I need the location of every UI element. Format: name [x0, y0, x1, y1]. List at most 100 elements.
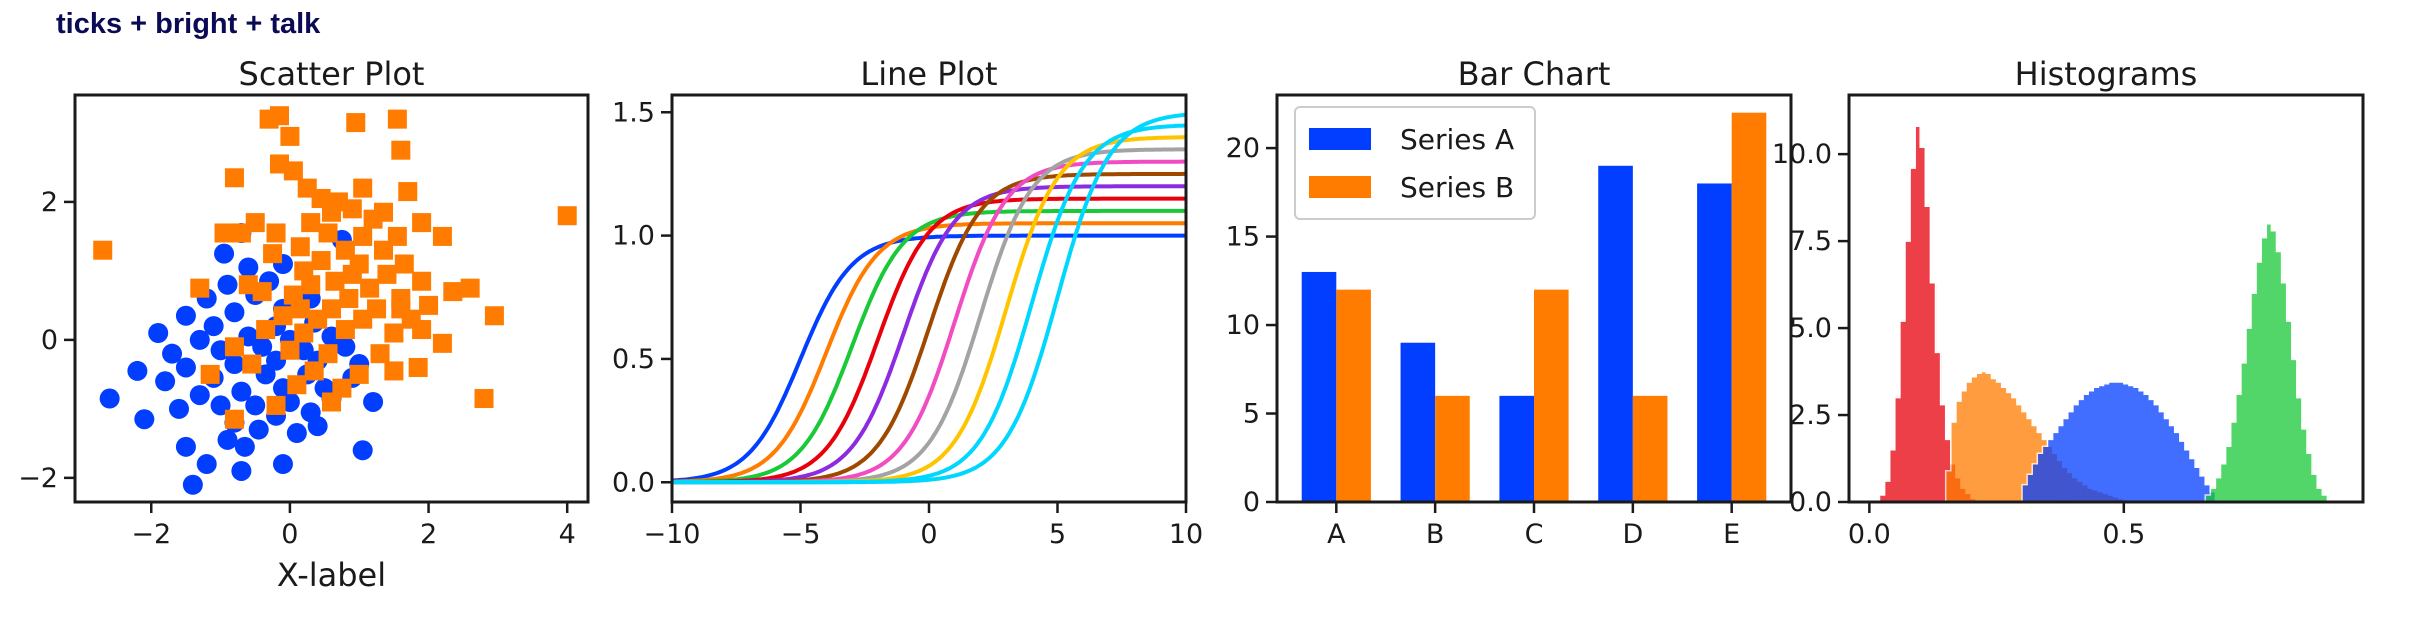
x-tick-label: 2 — [420, 519, 437, 550]
y-tick-label: 2.5 — [1789, 400, 1832, 431]
scatter-point-square — [318, 344, 338, 364]
histogram-bar — [2261, 237, 2267, 502]
x-tick-label: −2 — [131, 519, 171, 550]
scatter-point-circle — [245, 395, 266, 416]
scatter-point-circle — [175, 305, 196, 326]
scatter-point-square — [391, 140, 411, 160]
histogram-bar — [2179, 441, 2186, 502]
line-series — [672, 221, 1186, 484]
scatter-point-square — [349, 364, 369, 384]
scatter-point-square — [339, 289, 359, 308]
bar — [1301, 271, 1337, 502]
histogram-bar — [2057, 425, 2064, 502]
scatter-point-square — [200, 364, 220, 384]
histogram-bar — [2184, 449, 2191, 502]
histogram-outline — [2204, 222, 2329, 502]
y-tick-label: 10.0 — [1772, 139, 1832, 170]
histogram-bar — [2220, 463, 2227, 502]
scatter-point-square — [263, 244, 283, 264]
x-tick-label: −10 — [644, 519, 701, 550]
scatter-point-circle — [231, 381, 252, 402]
scatter-point-square — [259, 109, 279, 129]
scatter-point-square — [325, 271, 345, 291]
scatter-point-circle — [217, 274, 238, 295]
scatter-point-square — [353, 226, 373, 246]
histogram-bar — [1955, 401, 1962, 502]
scatter-point-square — [342, 199, 362, 219]
line-series — [672, 123, 1187, 485]
line-series — [672, 135, 1187, 485]
bar — [1400, 342, 1436, 502]
histogram-bar — [1960, 390, 1967, 502]
bar — [1499, 395, 1534, 502]
scatter-point-square — [280, 126, 300, 146]
scatter-panel: Scatter Plot −2 0 2 4 −2 0 2 X-label — [18, 55, 590, 594]
y-tick-label: 0.0 — [1789, 487, 1832, 518]
x-tick-label: B — [1426, 519, 1445, 550]
x-axis-label: X-label — [277, 556, 386, 594]
bar — [1598, 165, 1633, 503]
scatter-point-square — [224, 337, 244, 357]
histogram-bar — [2128, 385, 2135, 502]
scatter-point-circle — [134, 409, 155, 430]
y-tick-label: 5.0 — [1789, 313, 1832, 344]
scatter-point-square — [408, 357, 428, 377]
histogram-bar — [1981, 371, 1988, 502]
scatter-point-square — [224, 409, 244, 429]
scatter-point-circle — [224, 354, 245, 375]
histogram-bar — [2307, 453, 2313, 502]
histogram-bar — [2047, 439, 2054, 502]
histogram-bar — [2296, 397, 2303, 502]
scatter-point-circle — [175, 357, 196, 378]
histogram-bar — [1950, 421, 1957, 502]
y-tick-label: 0 — [41, 325, 58, 356]
histogram-bar — [2022, 484, 2028, 502]
histogram-bar — [2006, 392, 2013, 502]
scatter-point-square — [214, 223, 234, 243]
scatter-point-square — [387, 109, 407, 129]
histogram-bar — [2144, 394, 2150, 502]
scatter-point-square — [224, 168, 244, 188]
scatter-point-square — [283, 161, 303, 181]
histogram-bar — [2312, 474, 2318, 502]
x-tick-label: 0.0 — [1848, 519, 1891, 550]
histogram-bar — [2108, 381, 2115, 502]
line-series — [672, 208, 1186, 484]
histogram-bar — [1884, 481, 1891, 502]
histogram-bar — [2169, 425, 2176, 502]
y-tick-label: 10 — [1226, 310, 1260, 341]
bar — [1632, 395, 1668, 502]
histogram-bar — [2240, 362, 2247, 502]
histogram-bar — [2271, 230, 2278, 502]
histogram-bar — [2159, 411, 2166, 502]
histogram-bar — [2093, 387, 2099, 502]
histogram-bar — [1976, 373, 1982, 502]
scatter-point-square — [398, 182, 418, 202]
bar — [1697, 183, 1732, 502]
line-series — [672, 171, 1186, 485]
scatter-point-square — [93, 240, 113, 260]
line-series — [672, 112, 1187, 485]
scatter-point-square — [322, 392, 341, 412]
panel-title: Scatter Plot — [239, 55, 425, 93]
y-tick-label: 0.5 — [612, 344, 655, 375]
x-tick-label: E — [1723, 519, 1740, 550]
histogram-bar — [2113, 381, 2120, 502]
scatter-point-square — [301, 275, 321, 295]
histogram-bar — [2088, 390, 2094, 502]
histogram-bar — [2322, 495, 2328, 502]
scatter-point-circle — [300, 402, 321, 423]
histogram-bar — [2301, 428, 2308, 502]
scatter-point-circle — [175, 436, 196, 457]
scatter-point-square — [412, 320, 432, 340]
scatter-point-square — [294, 323, 314, 343]
histogram-bar — [2052, 432, 2059, 502]
scatter-point-circle — [127, 360, 148, 381]
scatter-point-square — [342, 264, 362, 284]
scatter-point-circle — [248, 419, 269, 440]
figure-suptitle: ticks + bright + talk — [56, 8, 321, 40]
scatter-point-square — [370, 344, 390, 364]
histogram-bar — [2098, 385, 2105, 502]
x-tick-label: 5 — [1049, 519, 1066, 550]
scatter-point-square — [322, 202, 341, 222]
